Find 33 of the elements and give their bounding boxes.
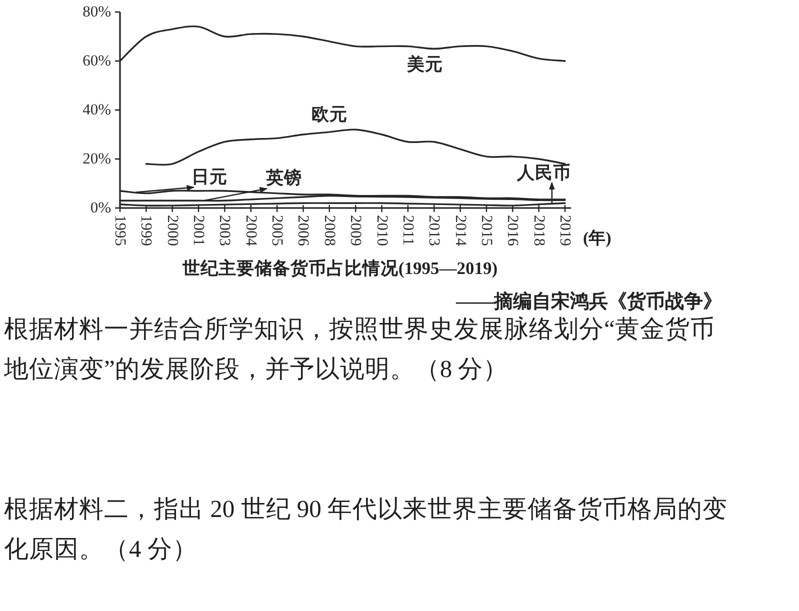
source-note: ——摘编自宋鸿兵《货币战争》 bbox=[456, 292, 722, 312]
x-tick-label: 2013 bbox=[426, 215, 443, 246]
series-label: 英镑 bbox=[266, 168, 302, 188]
chart-title: 世纪主要储备货币占比情况(1995—2019) bbox=[182, 258, 498, 278]
x-tick-label: 2006 bbox=[294, 215, 312, 246]
x-tick-label: 2004 bbox=[242, 215, 260, 246]
series-label: 欧元 bbox=[311, 104, 348, 124]
x-tick-label: 2011 bbox=[399, 215, 416, 246]
y-tick-label: 20% bbox=[82, 150, 111, 168]
x-axis-title: (年) bbox=[583, 228, 612, 248]
x-tick-label: 2005 bbox=[268, 215, 286, 246]
x-tick-label: 2008 bbox=[320, 215, 338, 246]
series-label: 人民币 bbox=[516, 162, 571, 183]
y-tick-label: 0% bbox=[90, 200, 111, 216]
x-tick-label: 2016 bbox=[504, 215, 522, 246]
x-tick-label: 2001 bbox=[190, 215, 208, 246]
note-text: 根据材料一并结合所学知识，按照世界史发展脉络划分“黄金货币地位演变”的发展阶段，并予以说明。（8 分） bbox=[4, 315, 716, 385]
x-tick-label: 1995 bbox=[112, 215, 128, 246]
y-tick-label: 60% bbox=[82, 52, 111, 70]
note-text: 根据材料二，指出 20 世纪 90 年代以来世界主要储备货币格局的变化原因。（4 分） bbox=[4, 495, 728, 565]
x-tick-label: 2015 bbox=[478, 215, 495, 246]
x-tick-label: 2009 bbox=[347, 215, 364, 246]
x-tick-label: 1999 bbox=[138, 215, 155, 246]
x-tick-label: 2014 bbox=[452, 215, 469, 246]
x-tick-label: 2003 bbox=[216, 215, 234, 246]
series-label: 日元 bbox=[192, 166, 228, 186]
x-tick-label: 2000 bbox=[164, 215, 181, 246]
y-tick-label: 80% bbox=[82, 4, 111, 20]
x-tick-label: 2018 bbox=[530, 215, 548, 246]
series-label: 美元 bbox=[406, 54, 443, 74]
x-tick-label: 2019 bbox=[556, 215, 574, 246]
y-tick-label: 40% bbox=[82, 102, 111, 118]
x-tick-label: 2010 bbox=[373, 215, 390, 246]
